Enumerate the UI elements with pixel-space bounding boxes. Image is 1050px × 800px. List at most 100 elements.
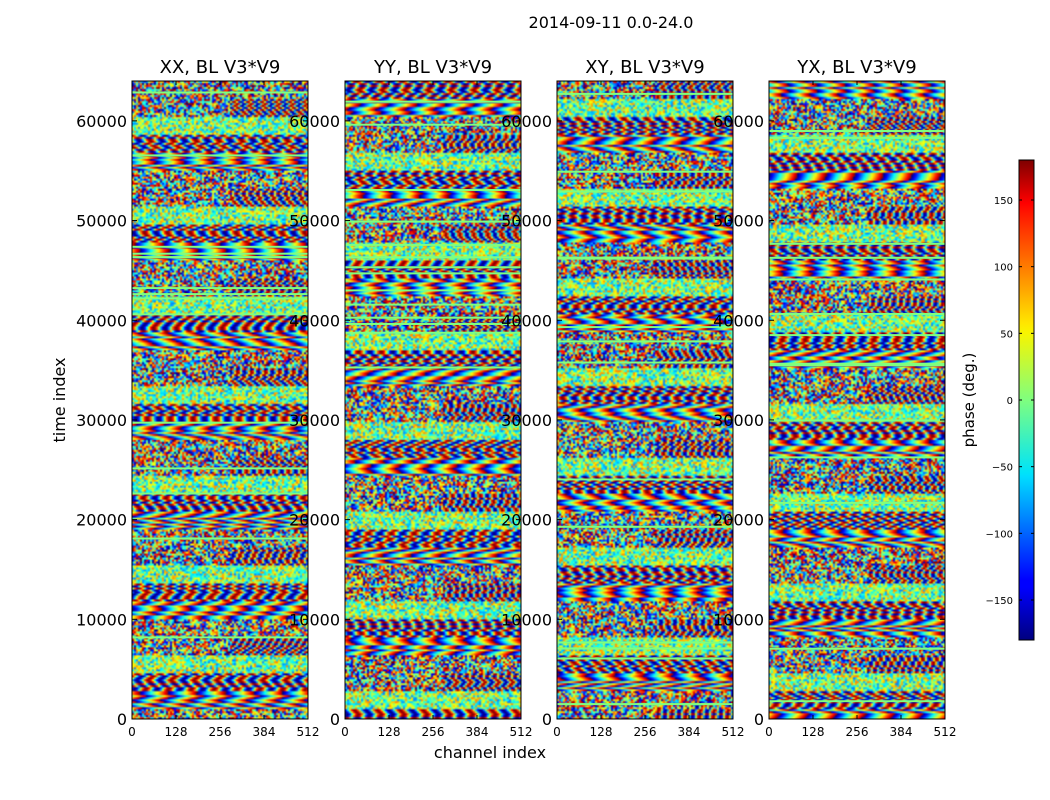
flagged-band <box>769 647 945 650</box>
flagged-band <box>345 256 521 259</box>
x-tick-label: 0 <box>553 725 561 739</box>
flagged-band <box>132 636 308 639</box>
flagged-band <box>557 170 733 173</box>
colorbar-tick-label: 50 <box>1000 329 1013 340</box>
y-tick-label: 60000 <box>289 112 340 131</box>
y-tick-label: 30000 <box>501 411 552 430</box>
flagged-band <box>132 467 308 470</box>
x-tick-label: 384 <box>466 725 489 739</box>
colorbar-tick-label: 100 <box>994 263 1013 274</box>
flagged-band <box>557 92 733 95</box>
flagged-band <box>345 303 521 306</box>
x-tick-label: 256 <box>846 725 869 739</box>
flagged-band <box>769 364 945 366</box>
y-tick-label: 50000 <box>713 212 764 231</box>
flagged-band <box>132 287 308 290</box>
colorbar-ticks: 150 100 50 0 −50 −100 −150 <box>986 196 1034 607</box>
flagged-band <box>132 245 308 248</box>
y-tick-label: 10000 <box>76 610 127 629</box>
y-tick-label: 50000 <box>289 212 340 231</box>
heatmap-image <box>132 81 308 719</box>
y-tick-label: 20000 <box>713 511 764 530</box>
flagged-band <box>132 252 308 255</box>
y-tick-label: 40000 <box>76 311 127 330</box>
panel-title: YY, BL V3*V9 <box>373 57 492 78</box>
flagged-band <box>769 456 945 459</box>
flagged-band <box>132 297 308 300</box>
flagged-band <box>345 289 521 292</box>
x-tick-label: 256 <box>209 725 232 739</box>
x-tick-label: 256 <box>422 725 445 739</box>
colorbar-tick-label: −50 <box>992 463 1013 474</box>
figure-title: 2014-09-11 0.0-24.0 <box>529 13 694 32</box>
flagged-band <box>345 323 521 325</box>
flagged-band <box>345 220 521 223</box>
x-tick-label: 512 <box>510 725 533 739</box>
y-tick-label: 40000 <box>289 311 340 330</box>
flagged-band <box>132 537 308 540</box>
flagged-band <box>557 190 733 193</box>
flagged-band <box>769 242 945 245</box>
y-tick-label: 0 <box>117 710 127 729</box>
y-tick-label: 0 <box>330 710 340 729</box>
y-tick-label: 20000 <box>76 511 127 530</box>
flagged-band <box>557 703 733 706</box>
x-tick-label: 512 <box>722 725 745 739</box>
flagged-band <box>557 647 733 650</box>
flagged-band <box>132 256 308 259</box>
y-tick-label: 10000 <box>289 610 340 629</box>
flagged-band <box>345 331 521 334</box>
y-tick-label: 0 <box>542 710 552 729</box>
y-tick-label: 0 <box>754 710 764 729</box>
flagged-band <box>345 316 521 319</box>
y-tick-label: 50000 <box>76 212 127 231</box>
flagged-band <box>345 100 521 103</box>
flagged-band <box>132 293 308 296</box>
y-tick-label: 60000 <box>76 112 127 131</box>
y-tick-label: 40000 <box>501 311 552 330</box>
y-tick-label: 20000 <box>501 511 552 530</box>
colorbar-tick-label: −100 <box>986 529 1013 540</box>
flagged-band <box>769 136 945 139</box>
y-tick-label: 20000 <box>289 511 340 530</box>
colorbar-label: phase (deg.) <box>960 353 978 448</box>
x-tick-label: 512 <box>297 725 320 739</box>
y-tick-label: 60000 <box>501 112 552 131</box>
flagged-band <box>132 154 308 157</box>
x-tick-label: 128 <box>590 725 613 739</box>
flagged-band <box>132 421 308 424</box>
flagged-band <box>345 266 521 269</box>
x-tick-label: 0 <box>341 725 349 739</box>
flagged-band <box>769 362 945 365</box>
flagged-band <box>769 130 945 132</box>
x-tick-label: 0 <box>128 725 136 739</box>
panel-title: XY, BL V3*V9 <box>585 57 704 78</box>
y-axis-label: time index <box>50 357 69 442</box>
colorbar: 150 100 50 0 −50 −100 −150 phase (deg.) <box>960 159 1035 641</box>
x-tick-label: 128 <box>165 725 188 739</box>
x-tick-label: 128 <box>378 725 401 739</box>
colorbar-tick-label: 150 <box>994 196 1013 207</box>
flagged-band <box>557 641 733 644</box>
flagged-band <box>557 478 733 481</box>
heatmap-image <box>345 81 521 719</box>
x-tick-label: 384 <box>890 725 913 739</box>
x-tick-label: 512 <box>934 725 957 739</box>
flagged-band <box>769 278 945 281</box>
flagged-band <box>557 525 733 528</box>
flagged-band <box>557 361 733 364</box>
flagged-band <box>345 123 521 126</box>
y-tick-label: 30000 <box>76 411 127 430</box>
flagged-band <box>345 243 521 246</box>
colorbar-tick-label: −150 <box>986 596 1013 607</box>
x-tick-label: 384 <box>253 725 276 739</box>
flagged-band <box>557 340 733 343</box>
flagged-band <box>132 492 308 495</box>
flagged-band <box>769 256 945 259</box>
panel-title: XX, BL V3*V9 <box>160 57 281 78</box>
x-tick-label: 384 <box>678 725 701 739</box>
x-tick-label: 0 <box>765 725 773 739</box>
flagged-band <box>132 91 308 94</box>
y-tick-label: 10000 <box>501 610 552 629</box>
